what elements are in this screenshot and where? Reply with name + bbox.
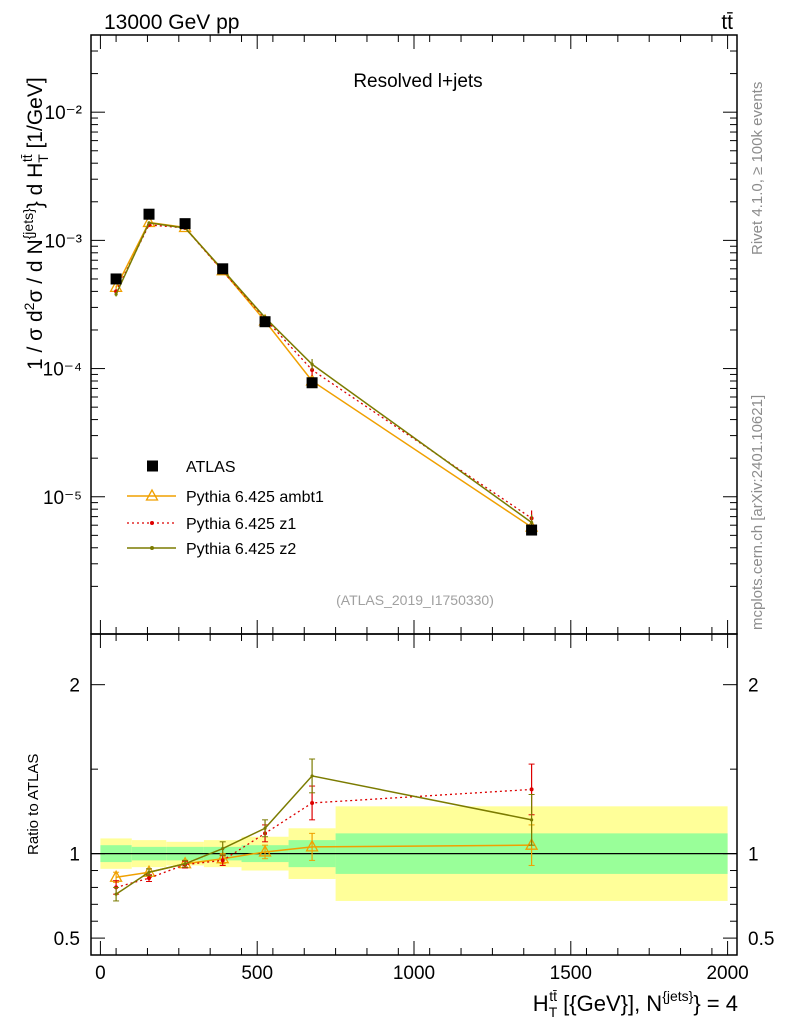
data-point: [179, 218, 191, 230]
y-tick-label: 10⁻⁴: [43, 360, 82, 381]
ratio-point: [183, 862, 187, 866]
ratio-tick-label-right: 2: [748, 676, 759, 697]
ratio-point: [529, 787, 534, 792]
data-point: [110, 273, 122, 285]
rivet-note: Rivet 4.1.0, ≥ 100k events: [749, 82, 766, 255]
series-point: [529, 520, 534, 525]
y-tick-label: 10⁻⁵: [43, 488, 82, 509]
series-point: [114, 292, 118, 296]
legend: ATLAS Pythia 6.425 ambt1 Pythia 6.425 z1 Py…: [127, 459, 324, 558]
legend-label-data: ATLAS: [186, 459, 236, 476]
x-tick-label: 1500: [550, 963, 592, 984]
legend-marker-2: [150, 546, 154, 550]
ratio-tick-label-left: 0.5: [54, 929, 80, 950]
y-tick-label: 10⁻³: [45, 231, 83, 252]
mcplots-note: mcplots.cern.ch [arXiv:2401.10621]: [749, 395, 766, 630]
series-line-1: [115, 224, 532, 519]
ratio-point: [310, 800, 315, 805]
ratio-point: [524, 837, 539, 850]
ratio-tick-label-left: 1: [69, 845, 80, 866]
x-tick-label: 0: [95, 963, 106, 984]
ratio-point: [305, 839, 319, 852]
series-line-2: [115, 222, 533, 524]
legend-label-0: Pythia 6.425 ambt1: [186, 489, 324, 506]
ratio-point: [310, 774, 314, 778]
ratio-tick-label-left: 2: [69, 676, 80, 697]
x-tick-label: 500: [241, 963, 273, 984]
data-point: [217, 263, 229, 275]
chart-title: Resolved l+jets: [353, 71, 482, 92]
legend-marker-1: [150, 521, 154, 525]
analysis-watermark: (ATLAS_2019_I1750330): [336, 592, 494, 608]
legend-marker-0: [145, 488, 159, 501]
ratio-point: [147, 870, 151, 874]
ratio-point: [221, 846, 225, 851]
data-point: [143, 208, 155, 220]
x-tick-label: 2000: [706, 963, 748, 984]
y-tick-label: 10⁻²: [45, 103, 83, 124]
ratio-point: [258, 844, 272, 857]
ratio-tick-label-right: 1: [748, 845, 759, 866]
process-label: tt̄: [721, 11, 733, 34]
legend-label-2: Pythia 6.425 z2: [186, 541, 296, 558]
series-point: [310, 362, 314, 366]
data-point: [526, 524, 538, 536]
ratio-point: [529, 818, 534, 822]
ratio-y-label: Ratio to ATLAS: [25, 754, 42, 855]
ratio-point: [220, 858, 225, 863]
ratio-tick-label-right: 0.5: [748, 929, 774, 950]
data-point: [259, 316, 271, 328]
x-axis-label: HTtt̄ [{GeV}], N{jets}} = 4: [533, 988, 738, 1020]
legend-marker-data: [147, 460, 158, 472]
ratio-point: [263, 826, 267, 830]
x-tick-label: 1000: [393, 963, 435, 984]
series-line-0: [115, 221, 533, 528]
ratio-point: [114, 892, 118, 896]
ratio-point: [147, 876, 152, 881]
data-point: [306, 377, 318, 389]
energy-label: 13000 GeV pp: [104, 11, 239, 34]
ratio-frame: [90, 633, 738, 956]
series-point: [147, 221, 151, 225]
legend-label-1: Pythia 6.425 z1: [186, 516, 296, 533]
